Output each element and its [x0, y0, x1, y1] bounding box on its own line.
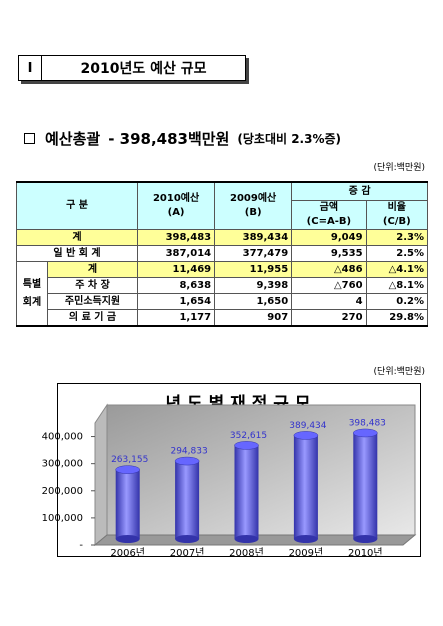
bar: [115, 465, 140, 543]
header-line: 2010예산: [152, 193, 200, 204]
cylinder-base: [115, 535, 140, 543]
x-tick-label: 2009년: [289, 547, 324, 559]
y-tick-label: 300,000: [42, 459, 83, 470]
x-tick-label: 2008년: [229, 547, 264, 559]
side-wall: [94, 403, 108, 547]
cell: 29.8%: [365, 309, 429, 327]
x-tick-label: 2006년: [110, 547, 145, 559]
x-tick-label: 2010년: [348, 547, 383, 559]
cylinder-body: [234, 445, 259, 539]
header-cell: 증 감: [291, 181, 428, 201]
cell: 389,434: [214, 229, 293, 246]
x-tick-label: 2007년: [170, 547, 205, 559]
cell: 387,014: [137, 245, 216, 262]
cylinder-top: [174, 456, 200, 466]
summary-label: 예산총괄: [45, 130, 101, 148]
row-label: 의 료 기 금: [46, 309, 139, 327]
header-cell: 2010예산 (A): [137, 181, 216, 230]
cell: 2.3%: [365, 229, 429, 246]
group-label: 특별 회계: [16, 261, 48, 327]
bar: [293, 431, 319, 543]
bar: [234, 441, 259, 543]
value-label: 352,615: [230, 431, 267, 441]
cell: 398,483: [137, 229, 216, 246]
bar: [174, 456, 200, 543]
header-line: (B): [244, 207, 262, 218]
cylinder-base: [293, 535, 318, 543]
cylinder-top: [115, 465, 140, 474]
value-label: 389,434: [289, 421, 326, 431]
cylinder-top: [234, 441, 259, 450]
cell: 1,177: [137, 309, 216, 327]
value-label: 294,833: [170, 447, 207, 457]
section-number: Ⅰ: [19, 56, 42, 80]
cell: 1,654: [137, 293, 216, 310]
header-cell: 2009예산 (B): [214, 181, 293, 230]
chart-frame: [57, 383, 421, 557]
row-label: 계: [46, 261, 139, 278]
y-tick-label: -: [79, 540, 83, 551]
cell: 0.2%: [365, 293, 429, 310]
header-line: 금액: [319, 202, 339, 213]
row-label: 주민소득지원: [46, 293, 139, 310]
cylinder-base: [175, 535, 200, 543]
unit-label: (단위:백만원): [373, 163, 425, 173]
cylinder-base: [234, 535, 259, 543]
value-label: 398,483: [349, 418, 386, 428]
cylinder-body: [353, 432, 378, 539]
summary-note: (당초대비 2.3%증): [237, 132, 342, 146]
y-tick-label: 400,000: [42, 432, 83, 443]
y-tick-label: 200,000: [42, 486, 83, 497]
cylinder-body: [115, 469, 140, 539]
budget-table: 구 분 2010예산 (A) 2009예산 (B) 증 감 금액 (C=A-B) 비율…: [15, 181, 429, 327]
header-cell: 금액 (C=A-B): [291, 200, 367, 230]
header-line: (C/B): [382, 216, 411, 227]
header-cell: 비율 (C/B): [365, 200, 429, 230]
cylinder-top: [353, 428, 378, 438]
unit-label: (단위:백만원): [373, 367, 425, 377]
section-title: 2010년도 예산 규모: [80, 61, 207, 77]
bullet: [24, 133, 35, 144]
cell: △486: [291, 261, 367, 278]
header-line: 비율: [387, 202, 406, 213]
cell: △4.1%: [365, 261, 429, 278]
header-line: (C=A-B): [306, 216, 352, 227]
header-line: 2009예산: [230, 193, 277, 204]
section-header: Ⅰ 2010년도 예산 규모: [18, 55, 246, 81]
value-label: 263,155: [111, 455, 148, 465]
summary: 예산총괄 - 398,483백만원 (당초대비 2.3%증): [24, 128, 341, 149]
header-line: (A): [167, 207, 185, 218]
cylinder-base: [353, 535, 378, 543]
cylinder-body: [175, 461, 200, 539]
cell: 9,049: [291, 229, 367, 246]
y-tick-label: 100,000: [42, 513, 83, 524]
cylinder-top: [293, 431, 319, 440]
cell: 11,955: [214, 261, 293, 278]
cell: 11,469: [137, 261, 216, 278]
bar: [353, 428, 378, 543]
summary-amount: - 398,483백만원: [108, 130, 230, 148]
cylinder-body: [293, 435, 318, 539]
